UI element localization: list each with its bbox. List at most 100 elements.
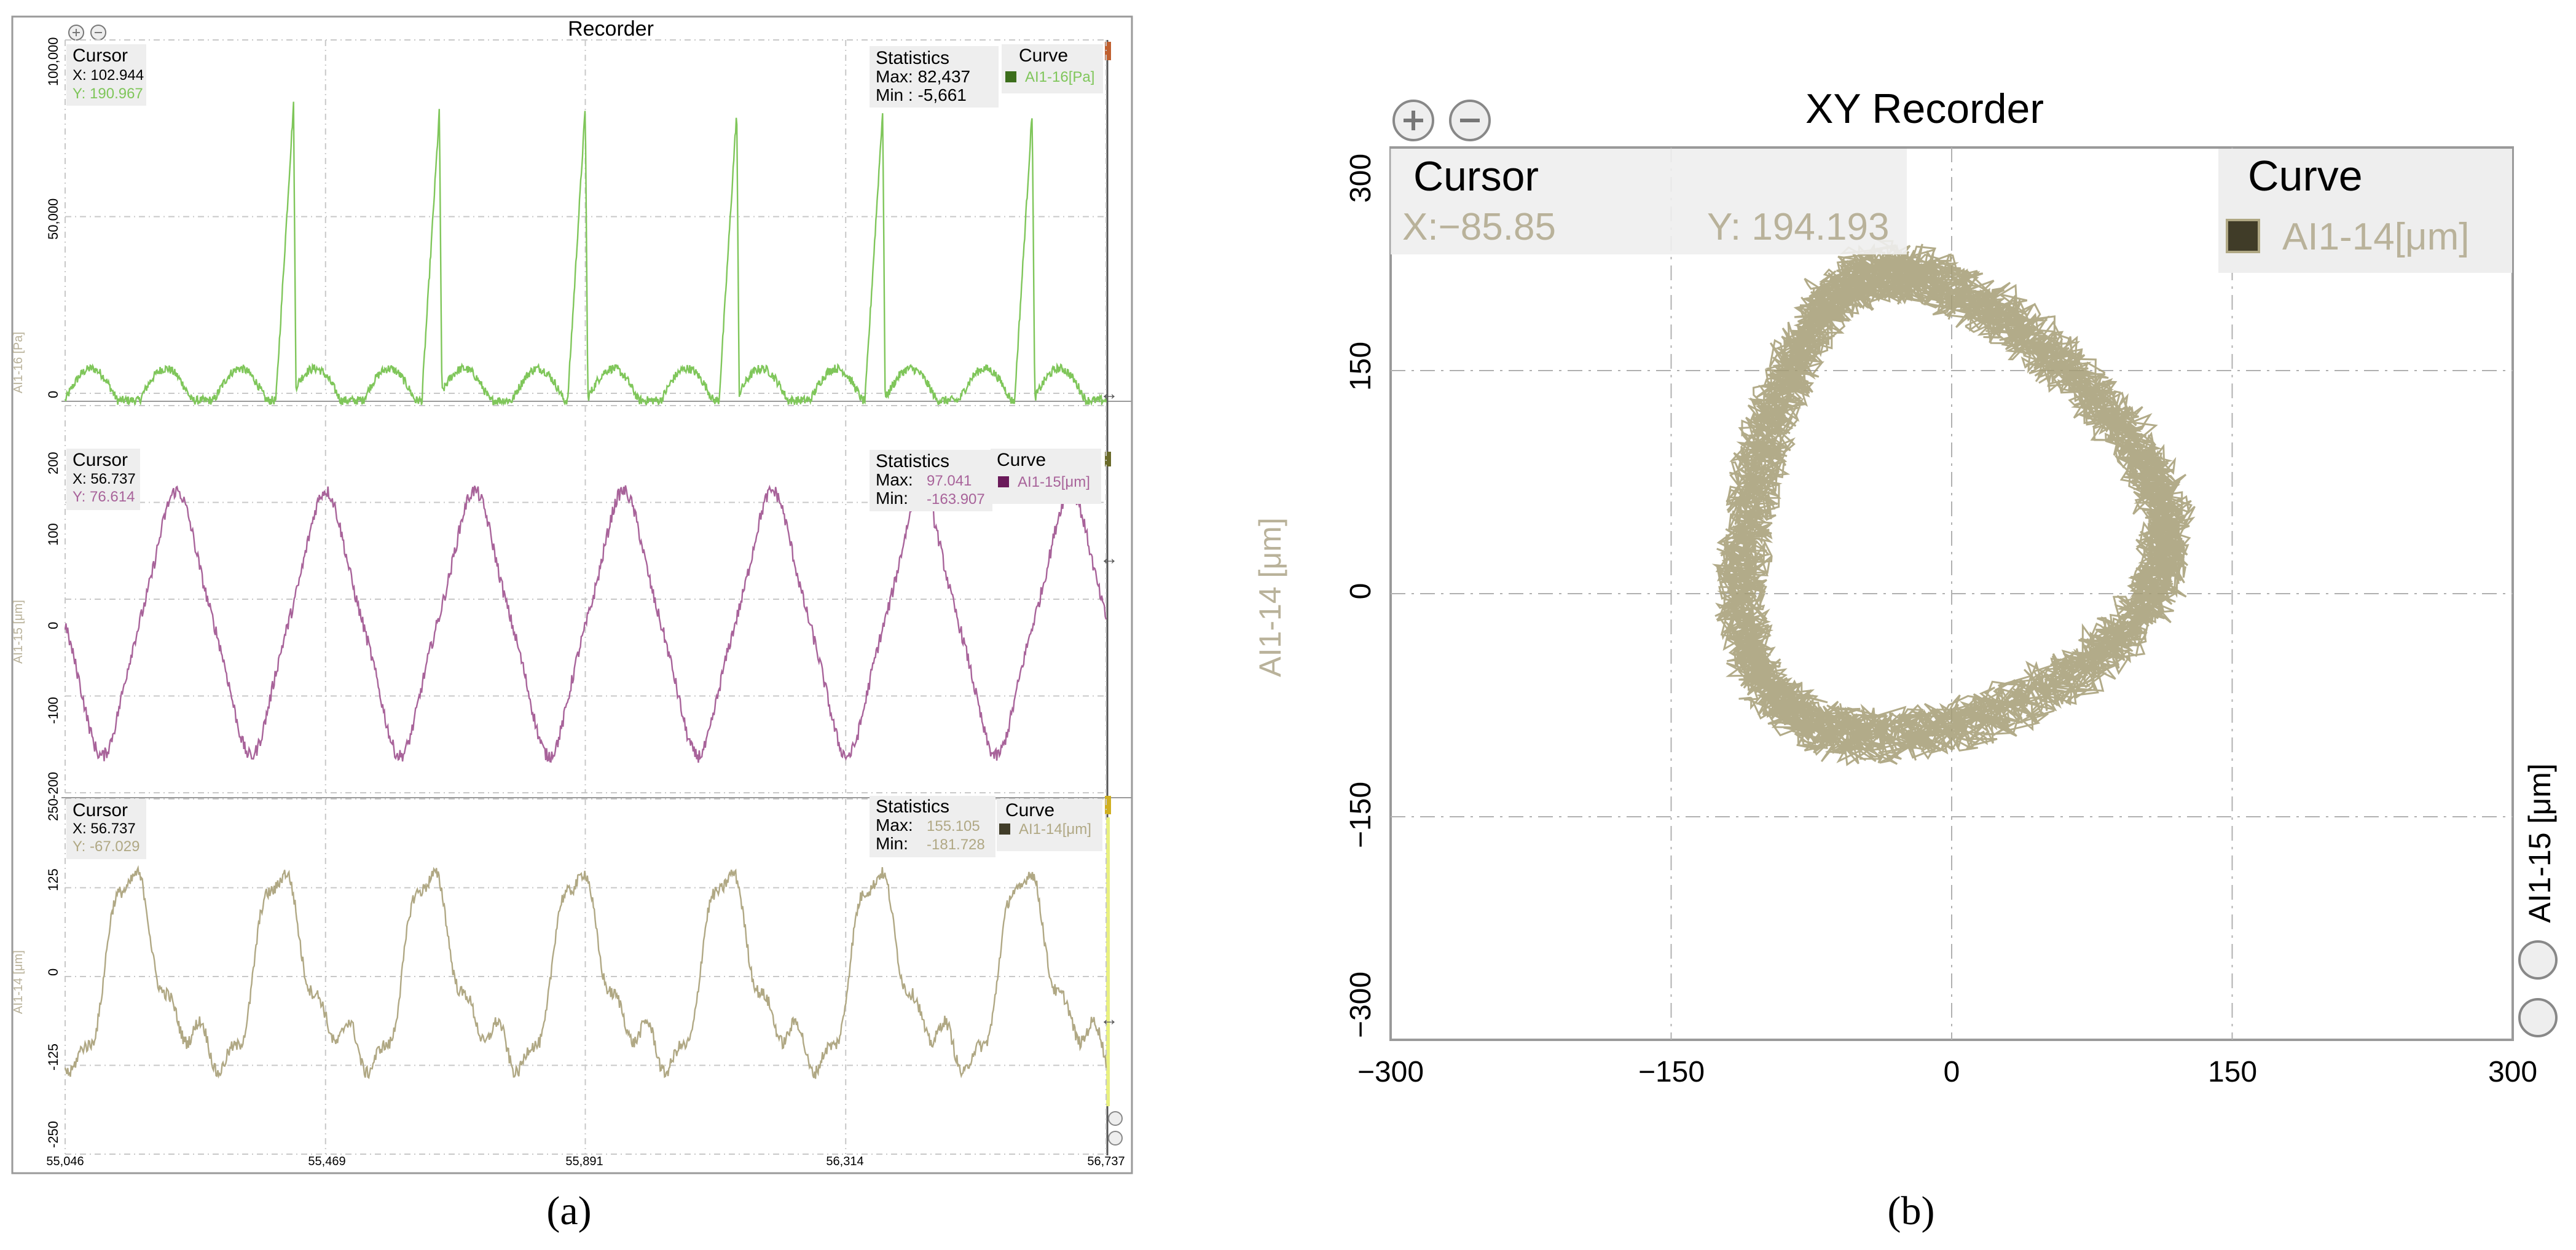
- y-tick-label: -125: [45, 1044, 61, 1071]
- zoom-out-icon[interactable]: [1108, 1131, 1123, 1146]
- legend-swatch: [999, 824, 1010, 835]
- zoom-out-icon[interactable]: [2518, 998, 2558, 1037]
- y-tick-label: -100: [45, 697, 61, 724]
- scrollbar-track[interactable]: [1106, 817, 1110, 1106]
- legend-label: AI1-14[μm]: [1019, 821, 1091, 838]
- gridlines: [65, 405, 1107, 793]
- curve-title: Curve: [2248, 152, 2363, 200]
- y-axis-label: AI1-14 [μm]: [1253, 517, 1287, 677]
- series-line-ai1-14: [64, 865, 1107, 1080]
- x-tick-label: 55,891: [565, 1155, 603, 1168]
- legend-label: AI1-16[Pa]: [1025, 69, 1094, 85]
- statistics-max-label: Max:: [876, 470, 913, 489]
- panel-a-frame: [11, 15, 1133, 1174]
- x-tick-label: 150: [2208, 1056, 2257, 1088]
- y-axis-label: AI1-14 [μm]: [12, 950, 25, 1014]
- cursor-title: Cursor: [1413, 153, 1539, 200]
- legend-swatch: [998, 476, 1009, 487]
- x-tick-label: 56,314: [826, 1155, 863, 1168]
- zoom-in-icon-glyph: [73, 29, 80, 36]
- curve-box: [997, 799, 1102, 851]
- cursor-box: [66, 449, 140, 510]
- panel-caption: (a): [546, 1189, 591, 1233]
- cursor-y: Y: 76.614: [73, 489, 135, 505]
- y-tick-label: −150: [1345, 782, 1377, 848]
- panel-a-title: Recorder: [568, 17, 654, 41]
- legend-label: AI1-15[μm]: [1018, 474, 1090, 490]
- zoom-in-icon-glyph: [1404, 111, 1423, 130]
- curve-box: [1002, 44, 1103, 93]
- x-tick-label: 56,737: [1087, 1155, 1125, 1168]
- panel-b-zoom-buttons[interactable]: [1392, 100, 1491, 141]
- legend-swatch: [2226, 219, 2260, 253]
- cursor-x: X: 56.737: [73, 471, 136, 487]
- panel-b-title: XY Recorder: [1805, 85, 2044, 132]
- statistics-max-label: Max:: [876, 816, 913, 835]
- panel-a-recorder: Recorder AI1-16 [Pa] 100,000 50,000 0 Cu…: [11, 15, 1133, 1233]
- x-tick-label: 300: [2488, 1056, 2537, 1088]
- statistics-title: Statistics: [876, 796, 949, 817]
- y-tick-label: 50,000: [45, 199, 61, 240]
- strip-1: AI1-16 [Pa] 100,000 50,000 0 Cursor X: 1…: [12, 37, 1118, 408]
- y-tick-label: 300: [1345, 154, 1377, 203]
- x-tick-label: −150: [1638, 1056, 1705, 1088]
- statistics-min-label: Min:: [876, 489, 908, 508]
- cursor-x: X: 56.737: [73, 820, 136, 837]
- legend-label: AI1-14[μm]: [2282, 216, 2470, 258]
- panel-b-xy-recorder: XY Recorder Cursor X:−85.85 Y: 194.193 C…: [1253, 85, 2558, 1233]
- statistics-box: [870, 450, 992, 511]
- panel-a-zoom-buttons[interactable]: [68, 25, 106, 41]
- statistics-min-value: -181.728: [927, 836, 985, 853]
- curve-box: [2218, 149, 2512, 273]
- gridlines: [65, 798, 1107, 1155]
- horizontal-arrow-icon[interactable]: ↔: [1100, 1009, 1118, 1029]
- scrollbar-handle[interactable]: [1105, 796, 1111, 814]
- y-tick-label: 125: [45, 868, 61, 891]
- statistics-title: Statistics: [876, 48, 949, 68]
- cursor-title: Cursor: [73, 45, 128, 66]
- cursor-x: X: 102.944: [73, 67, 144, 84]
- statistics-min: Min : -5,661: [876, 85, 967, 104]
- cursor-box: [66, 799, 146, 859]
- cursor-box: [1391, 149, 1907, 254]
- x-tick-label: 0: [1944, 1056, 1960, 1088]
- y-tick-label: 0: [45, 622, 61, 629]
- series-line-ai1-16: [64, 101, 1107, 408]
- y-tick-label: 250: [45, 798, 61, 821]
- statistics-min-label: Min:: [876, 834, 908, 853]
- scrollbar-handle[interactable]: [1105, 42, 1111, 60]
- cursor-y: Y: 190.967: [73, 85, 143, 102]
- cursor-box: [66, 44, 146, 106]
- strip-3: AI1-14 [μm] 250 125 0 -125 -250 Cursor X…: [12, 796, 1123, 1155]
- horizontal-arrow-icon[interactable]: ↔: [1100, 383, 1118, 404]
- curve-title: Curve: [1005, 800, 1054, 820]
- horizontal-arrow-icon[interactable]: ↔: [1100, 548, 1118, 568]
- statistics-box: [870, 796, 995, 857]
- y-tick-label: 0: [1345, 583, 1377, 600]
- cursor-title: Cursor: [73, 450, 128, 470]
- zoom-in-icon[interactable]: [2518, 940, 2558, 980]
- right-axis-label: AI1-15 [μm]: [2523, 763, 2557, 922]
- panel-caption: (b): [1888, 1189, 1935, 1233]
- curve-title: Curve: [1019, 45, 1068, 66]
- x-tick-label: 55,046: [46, 1155, 84, 1168]
- zoom-in-icon[interactable]: [1108, 1111, 1123, 1126]
- y-tick-label: 150: [1345, 342, 1377, 391]
- statistics-max-value: 97.041: [927, 473, 972, 489]
- statistics-max: Max: 82,437: [876, 67, 970, 86]
- statistics-min-value: -163.907: [927, 491, 985, 508]
- scrollbar-handle[interactable]: [1105, 452, 1111, 466]
- x-tick-label: −300: [1357, 1056, 1424, 1088]
- legend-swatch: [1005, 71, 1016, 82]
- y-tick-label: 0: [45, 969, 61, 976]
- statistics-box: [870, 46, 999, 108]
- series-line-orbit: [1711, 240, 2196, 766]
- y-tick-label: −300: [1345, 972, 1377, 1038]
- cursor-x: X:−85.85: [1402, 206, 1556, 248]
- x-tick-label: 55,469: [308, 1155, 345, 1168]
- y-axis-label: AI1-16 [Pa]: [12, 332, 25, 393]
- cursor-y: Y: -67.029: [73, 838, 139, 855]
- y-axis-label: AI1-15 [μm]: [12, 600, 25, 664]
